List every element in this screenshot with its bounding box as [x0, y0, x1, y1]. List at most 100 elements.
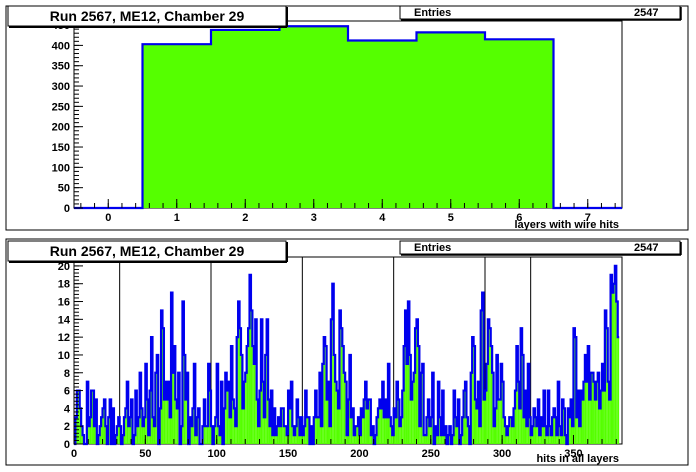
y-tick-label: 100 [52, 162, 70, 174]
histogram-bin [590, 372, 593, 444]
x-tick-label: 5 [448, 212, 454, 224]
y-axis: 0 2 4 6 8 10 12 14 16 18 20 [58, 258, 83, 451]
histogram-bin [219, 435, 221, 444]
x-tick-label: 6 [516, 212, 522, 224]
histogram-bin [553, 408, 555, 444]
histogram-bin [353, 435, 356, 444]
histogram-bin [516, 346, 518, 444]
x-tick-label: 300 [493, 448, 511, 460]
histogram-bin [607, 381, 610, 444]
histogram-bin [403, 346, 406, 444]
histogram-bin [89, 417, 92, 444]
y-tick-label: 12 [58, 332, 70, 344]
histogram-bin [332, 283, 334, 444]
histogram-bin [359, 435, 361, 444]
histogram-bin [617, 337, 620, 444]
histogram-bin [405, 310, 407, 444]
histogram-bin [406, 363, 408, 444]
histogram-bin [523, 417, 525, 444]
histogram-bin [413, 372, 416, 444]
histogram-bin [534, 417, 537, 444]
histogram-bin [466, 417, 468, 444]
histogram-bin [589, 399, 591, 444]
histogram-bin [348, 40, 417, 208]
x-tick-label: 4 [379, 212, 386, 224]
histogram-bin [609, 399, 611, 444]
histogram-bin [165, 381, 167, 444]
histogram-bin [616, 301, 618, 444]
histogram-bin [215, 417, 217, 444]
histogram-bin [539, 435, 541, 444]
x-tick-label: 1 [174, 212, 180, 224]
histogram-bin [592, 372, 594, 444]
histogram-bin [514, 390, 517, 444]
histogram-bin [383, 417, 386, 444]
histogram-bin [506, 435, 508, 444]
histogram-bin [603, 390, 605, 444]
histogram-bin [367, 399, 370, 444]
histogram-bin [128, 426, 130, 444]
histogram-bin [318, 417, 320, 444]
histogram-bin [400, 417, 403, 444]
histogram-bin [594, 399, 597, 444]
y-tick-label: 50 [58, 183, 70, 195]
histogram-bin [269, 426, 271, 444]
histogram-bin [370, 435, 373, 444]
histogram-bin [490, 346, 493, 444]
histogram-bin [101, 417, 103, 444]
histogram-bin [242, 408, 244, 444]
histogram-bin [363, 399, 366, 444]
histogram-bin [169, 417, 172, 444]
histogram-bin [129, 417, 132, 444]
histogram-bin [343, 372, 346, 444]
histogram-bin [399, 426, 401, 444]
histogram-bin [455, 417, 457, 444]
histogram-bin [350, 417, 353, 444]
histogram-bin [340, 328, 343, 444]
histogram-bin [362, 417, 364, 444]
x-tick-label: 250 [422, 448, 440, 460]
histogram-bars [74, 25, 622, 210]
y-tick-label: 8 [64, 368, 70, 380]
histogram-bin [323, 337, 326, 444]
histogram-bin [365, 381, 367, 444]
histogram-bin [238, 301, 240, 444]
histogram-bin [416, 32, 485, 208]
x-axis-title: layers with wire hits [514, 219, 619, 231]
histogram-bin [283, 426, 286, 444]
histogram-bin [487, 319, 490, 444]
histogram-bin [499, 399, 501, 444]
x-tick-label: 7 [585, 212, 591, 224]
y-tick-label: 150 [52, 142, 70, 154]
histogram-bin [423, 435, 426, 444]
histogram-bin [102, 408, 104, 444]
histogram-bin [93, 426, 96, 444]
histogram-bin [118, 417, 120, 444]
histogram-bin [249, 274, 251, 444]
histogram-bin [293, 435, 296, 444]
histogram-bin [483, 399, 485, 444]
histogram-bin [211, 29, 280, 208]
histogram-bin [289, 408, 291, 444]
y-tick-label: 6 [64, 386, 70, 398]
histogram-bin [416, 319, 418, 444]
histogram-bin [153, 426, 156, 444]
x-tick-label: 350 [564, 448, 582, 460]
histogram-bin [512, 426, 514, 444]
histogram-bin [377, 408, 380, 444]
histogram-bin [229, 417, 231, 444]
x-tick-label: 3 [311, 212, 317, 224]
stats-value: 2547 [634, 242, 658, 254]
histogram-bin [379, 399, 381, 444]
stats-value: 2547 [634, 7, 658, 19]
histogram-bin [606, 328, 608, 444]
y-tick-label: 2 [64, 421, 70, 433]
histogram-bin [612, 292, 614, 444]
histogram-bin [245, 372, 247, 444]
histogram-bin [582, 399, 584, 444]
y-tick-label: 20 [58, 261, 70, 273]
histogram-bin [250, 310, 253, 444]
histogram-bin [579, 426, 581, 444]
histogram-bin [556, 435, 558, 444]
histogram-bin [148, 435, 150, 444]
